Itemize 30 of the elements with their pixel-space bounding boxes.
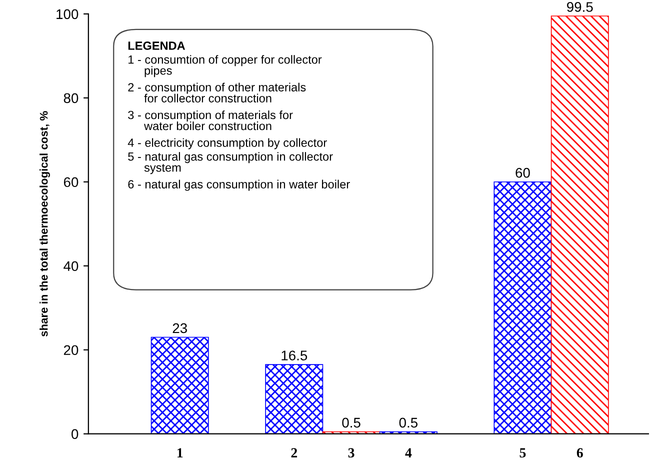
- annotation: 6 - natural gas consumption in water boiler: [128, 180, 350, 191]
- y-axis-title: share in the total thermoecological cost, %: [40, 111, 50, 336]
- annotation: 3 - consumption of materials for water boiler construction: [128, 110, 293, 130]
- data-label: 60: [516, 168, 530, 178]
- data-label: 0.5: [342, 418, 360, 428]
- annotation: LEGENDA: [128, 42, 186, 50]
- data-label: 99.5: [567, 2, 593, 12]
- y-tick-label: 80: [64, 93, 78, 104]
- y-tick-label: 40: [64, 261, 78, 272]
- annotation: 1 - consumtion of copper for collector pipes: [128, 55, 322, 78]
- data-label: 16.5: [282, 350, 308, 360]
- annotation: 5 - natural gas consumption in collector system: [128, 152, 333, 174]
- x-tick-label: 5: [520, 448, 526, 458]
- bar: [550, 16, 609, 434]
- y-tick-label: 20: [64, 345, 78, 356]
- y-tick-label: 60: [64, 177, 78, 188]
- x-tick-label: 2: [291, 448, 298, 458]
- bar: [494, 181, 552, 434]
- data-label: 0.5: [399, 418, 418, 428]
- annotation: 4 - electricity consumption by collector: [128, 138, 327, 150]
- bar: [265, 364, 324, 434]
- x-tick-label: 4: [405, 448, 412, 458]
- y-tick-label: 0: [72, 429, 78, 440]
- annotation: 2 - consumption of other materials for collector construction: [128, 82, 306, 102]
- y-tick-label: 100: [56, 9, 78, 20]
- x-tick-label: 1: [178, 448, 183, 458]
- data-label: 23: [172, 323, 187, 334]
- x-tick-label: 6: [576, 448, 583, 458]
- bar: [150, 336, 209, 434]
- x-tick-label: 3: [348, 448, 354, 458]
